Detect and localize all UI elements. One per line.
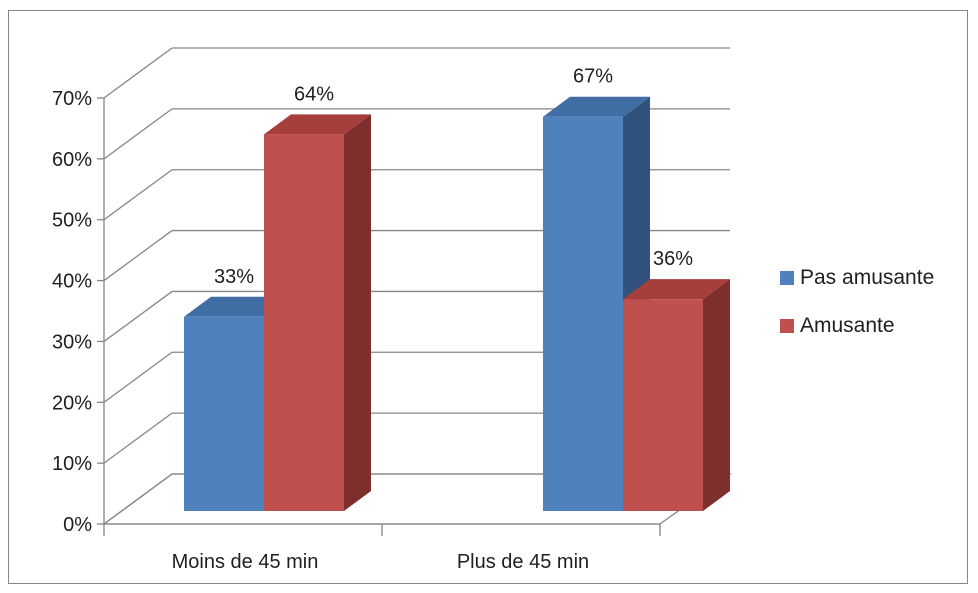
legend-label-pas-amusante: Pas amusante	[800, 266, 935, 289]
gridline-side	[103, 351, 173, 403]
data-label: 64%	[294, 83, 334, 105]
x-tick-labels: Moins de 45 min Plus de 45 min	[172, 551, 590, 573]
legend-swatch-amusante	[780, 319, 794, 333]
y-tick-label: 30%	[52, 331, 92, 353]
gridline-side	[103, 290, 173, 342]
data-label: 67%	[573, 66, 613, 88]
legend: Pas amusante Amusante	[780, 266, 934, 362]
bar-top	[543, 96, 650, 117]
bar-side	[703, 279, 730, 511]
bars	[184, 96, 730, 512]
bar-front	[184, 316, 264, 511]
bar-top	[623, 279, 730, 300]
legend-item-amusante[interactable]: Amusante	[780, 314, 934, 338]
bar	[623, 279, 730, 511]
gridline-side	[103, 473, 173, 525]
bar-front	[264, 134, 344, 511]
bar-front	[543, 116, 623, 512]
bar	[264, 114, 371, 512]
gridline-side	[103, 169, 173, 221]
y-tick-labels: 0% 10% 20% 30% 40% 50% 60% 70%	[52, 88, 92, 536]
x-tick-label: Moins de 45 min	[172, 551, 319, 573]
y-tick-label: 0%	[63, 514, 92, 536]
legend-label-amusante: Amusante	[800, 314, 895, 337]
legend-swatch-pas-amusante	[780, 271, 794, 285]
gridline-side	[103, 412, 173, 464]
legend-item-pas-amusante[interactable]: Pas amusante	[780, 266, 934, 290]
gridline-side	[103, 108, 173, 160]
y-tick-label: 60%	[52, 149, 92, 171]
chart-axes	[97, 97, 661, 536]
bar-side	[344, 114, 371, 512]
gridline-side	[103, 230, 173, 282]
x-tick-label: Plus de 45 min	[457, 551, 589, 573]
gridline-side	[103, 47, 173, 99]
y-tick-label: 70%	[52, 88, 92, 110]
y-tick-label: 40%	[52, 271, 92, 293]
data-label: 36%	[653, 248, 693, 270]
data-labels: 33% 67% 64% 36%	[214, 66, 693, 288]
data-label: 33%	[214, 266, 254, 288]
bar-front	[623, 299, 703, 511]
y-tick-label: 10%	[52, 453, 92, 475]
y-tick-label: 50%	[52, 210, 92, 232]
y-tick-label: 20%	[52, 392, 92, 414]
bar-top	[264, 114, 371, 135]
